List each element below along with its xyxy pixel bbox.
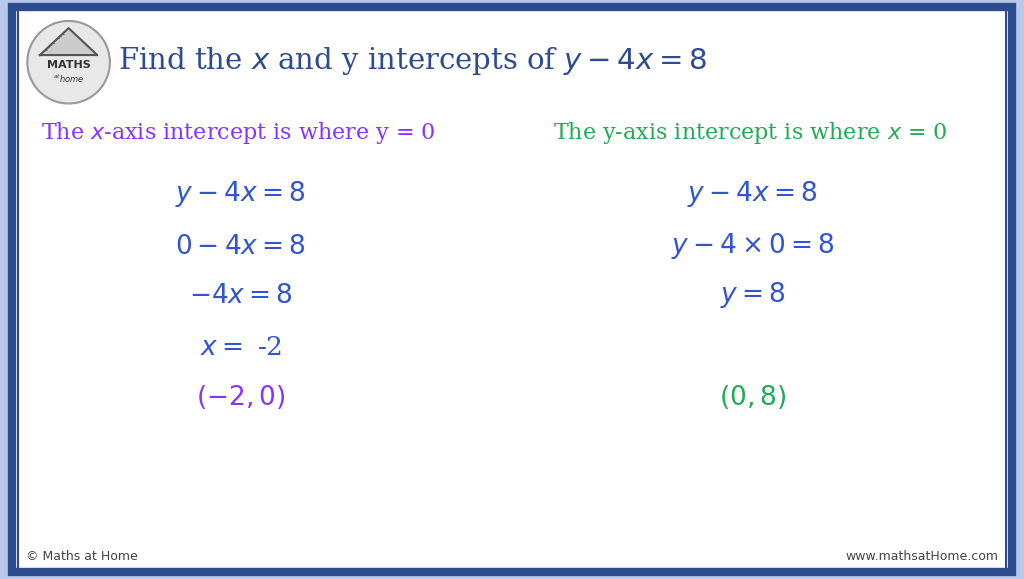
Text: $-4x = 8$: $-4x = 8$ (188, 283, 293, 308)
Text: The y-axis intercept is where $x$ = 0: The y-axis intercept is where $x$ = 0 (553, 120, 947, 146)
Text: The $x$-axis intercept is where y = 0: The $x$-axis intercept is where y = 0 (41, 120, 435, 146)
Text: $y = 8$: $y = 8$ (720, 280, 785, 310)
Text: $x = $ -2: $x = $ -2 (200, 335, 282, 360)
Text: $^{at}$home: $^{at}$home (53, 72, 84, 85)
Text: $0 - 4x = 8$: $0 - 4x = 8$ (175, 233, 306, 259)
Text: $(0, 8)$: $(0, 8)$ (719, 383, 786, 411)
Text: Find the $x$ and y intercepts of $y - 4x = 8$: Find the $x$ and y intercepts of $y - 4x… (118, 45, 707, 77)
Text: $(-2, 0)$: $(-2, 0)$ (196, 383, 286, 411)
Text: $y - 4 \times 0 = 8$: $y - 4 \times 0 = 8$ (671, 231, 835, 261)
Polygon shape (40, 28, 97, 55)
Text: MATHS: MATHS (47, 60, 90, 70)
Circle shape (28, 21, 110, 104)
Text: © Maths at Home: © Maths at Home (26, 551, 137, 563)
Text: www.mathsatHome.com: www.mathsatHome.com (846, 551, 998, 563)
Text: $y - 4x = 8$: $y - 4x = 8$ (175, 179, 306, 209)
FancyBboxPatch shape (12, 7, 1012, 572)
Text: $y - 4x = 8$: $y - 4x = 8$ (687, 179, 818, 209)
